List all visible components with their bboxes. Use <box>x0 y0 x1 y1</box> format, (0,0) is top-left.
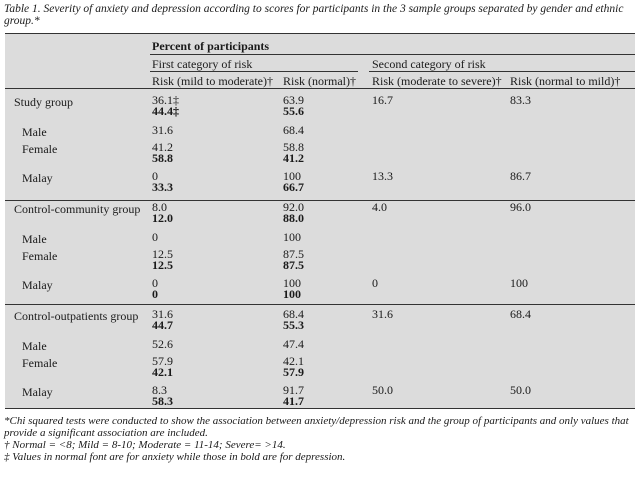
header-second-category: Second category of risk <box>372 57 486 71</box>
header-bottom-rule <box>5 88 635 89</box>
first-category-rule <box>150 71 358 72</box>
anxiety-value: 50.0 <box>372 383 393 397</box>
depression-value: 41.2 <box>283 151 304 165</box>
anxiety-value: 0 <box>372 276 378 290</box>
col-header-moderate-severe: Risk (moderate to severe)† <box>372 74 502 88</box>
depression-value: 66.7 <box>283 180 304 194</box>
row-label: Female <box>22 142 58 156</box>
anxiety-value: 47.4 <box>283 337 304 351</box>
data-table: Percent of participants First category o… <box>5 33 635 409</box>
anxiety-value: 68.4 <box>283 307 304 321</box>
depression-value: 33.3 <box>152 180 173 194</box>
anxiety-value: 16.7 <box>372 93 393 107</box>
depression-value: 88.0 <box>283 211 304 225</box>
header-first-category: First category of risk <box>152 57 253 71</box>
anxiety-value: 0 <box>152 276 158 290</box>
anxiety-value: 63.9 <box>283 93 304 107</box>
depression-value: 100 <box>283 287 301 301</box>
anxiety-value: 31.6 <box>152 123 173 137</box>
depression-value: 12.5 <box>152 258 173 272</box>
depression-value: 12.0 <box>152 211 173 225</box>
row-label: Malay <box>22 278 53 292</box>
col-header-mild-moderate: Risk (mild to moderate)† <box>152 74 273 88</box>
anxiety-value: 13.3 <box>372 169 393 183</box>
depression-value: 58.8 <box>152 151 173 165</box>
anxiety-value: 100 <box>283 276 301 290</box>
anxiety-value: 83.3 <box>510 93 531 107</box>
depression-value: 41.7 <box>283 394 304 408</box>
anxiety-value: 0 <box>152 230 158 244</box>
anxiety-value: 100 <box>283 230 301 244</box>
depression-value: 87.5 <box>283 258 304 272</box>
row-label: Male <box>22 232 47 246</box>
anxiety-value: 8.3 <box>152 383 167 397</box>
anxiety-value: 31.6 <box>372 307 393 321</box>
anxiety-value: 12.5 <box>152 247 173 261</box>
second-category-rule <box>369 71 635 72</box>
note-thresholds: † Normal = <8; Mild = 8-10; Moderate = 1… <box>4 439 286 451</box>
depression-value: 55.6 <box>283 104 304 118</box>
depression-value: 55.3 <box>283 318 304 332</box>
anxiety-value: 87.5 <box>283 247 304 261</box>
anxiety-value: 41.2 <box>152 140 173 154</box>
anxiety-value: 57.9 <box>152 354 173 368</box>
header-rule <box>150 54 635 55</box>
depression-value: 0 <box>152 287 158 301</box>
row-label: Study group <box>14 95 74 109</box>
row-label: Control-outpatients group <box>14 309 139 323</box>
depression-value: 44.7 <box>152 318 173 332</box>
anxiety-value: 31.6 <box>152 307 173 321</box>
col-header-normal: Risk (normal)† <box>283 74 356 88</box>
group-divider-1 <box>5 200 635 201</box>
anxiety-value: 86.7 <box>510 169 531 183</box>
anxiety-value: 50.0 <box>510 383 531 397</box>
depression-value: 58.3 <box>152 394 173 408</box>
row-label: Malay <box>22 171 53 185</box>
row-label: Control-community group <box>14 202 141 216</box>
note-font-legend: ‡ Values in normal font are for anxiety … <box>4 451 346 463</box>
row-label: Malay <box>22 385 53 399</box>
table-notes: *Chi squared tests were conducted to sho… <box>4 415 638 463</box>
anxiety-value: 96.0 <box>510 200 531 214</box>
anxiety-value: 36.1‡ <box>152 93 179 107</box>
anxiety-value: 91.7 <box>283 383 304 397</box>
anxiety-value: 68.4 <box>510 307 531 321</box>
table-caption: Table 1. Severity of anxiety and depress… <box>4 3 624 27</box>
anxiety-value: 42.1 <box>283 354 304 368</box>
depression-value: 42.1 <box>152 365 173 379</box>
header-percent: Percent of participants <box>152 39 270 53</box>
anxiety-value: 100 <box>510 276 528 290</box>
group-divider-2 <box>5 304 635 305</box>
anxiety-value: 52.6 <box>152 337 173 351</box>
note-chi-squared: *Chi squared tests were conducted to sho… <box>4 415 629 439</box>
anxiety-value: 68.4 <box>283 123 304 137</box>
row-label: Male <box>22 125 47 139</box>
anxiety-value: 0 <box>152 169 158 183</box>
anxiety-value: 100 <box>283 169 301 183</box>
row-label: Male <box>22 339 47 353</box>
col-header-normal-mild: Risk (normal to mild)† <box>510 74 621 88</box>
depression-value: 57.9 <box>283 365 304 379</box>
row-label: Female <box>22 356 58 370</box>
anxiety-value: 92.0 <box>283 200 304 214</box>
anxiety-value: 58.8 <box>283 140 304 154</box>
depression-value: 44.4‡ <box>152 104 179 118</box>
anxiety-value: 8.0 <box>152 200 167 214</box>
anxiety-value: 4.0 <box>372 200 387 214</box>
row-label: Female <box>22 249 58 263</box>
